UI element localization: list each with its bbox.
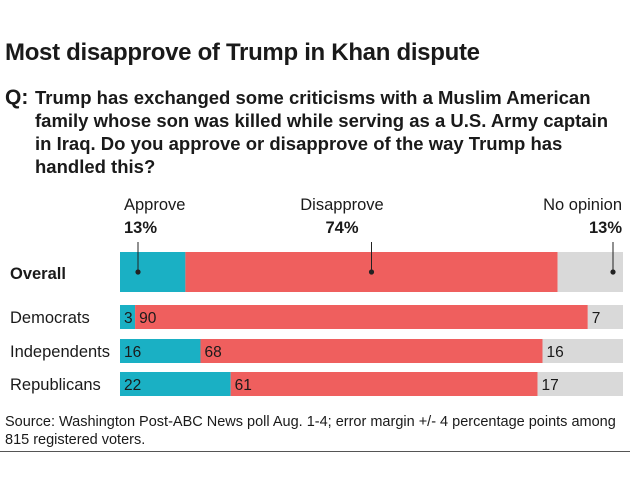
row-label-democrats: Democrats [10,309,90,327]
democrats-bar-disapprove [135,305,588,329]
question-label: Q: [5,86,29,109]
republicans-value-disapprove: 61 [235,377,252,394]
overall-approve-pct: 13% [124,219,158,237]
overall-dot-approve [135,269,141,275]
republicans-bar-disapprove [230,372,538,396]
democrats-bar-approve [120,305,136,329]
overall-dot-disapprove [368,269,375,275]
independents-bar-disapprove [200,339,543,363]
row-label-overall: Overall [10,265,66,283]
row-label-republicans: Republicans [10,376,101,394]
bottom-divider [0,451,630,452]
independents-bar-no-opinion [542,339,623,363]
independents-bar-approve [120,339,201,363]
republicans-value-approve: 22 [124,377,141,394]
independents-value-no-opinion: 16 [547,344,564,361]
legend-no-opinion: No opinion [543,196,622,214]
republicans-bar-approve [120,372,231,396]
overall-disapprove-pct: 74% [325,219,359,237]
democrats-value-no-opinion: 7 [592,310,601,327]
overall-bar-approve [120,252,186,292]
democrats-bar-no-opinion [587,305,623,329]
democrats-value-disapprove: 90 [139,310,157,327]
row-label-independents: Independents [10,343,111,361]
overall-no-opinion-pct: 13% [588,219,622,237]
legend-disapprove: Disapprove [300,196,384,214]
democrats-value-approve: 3 [124,310,133,327]
independents-value-disapprove: 68 [204,344,221,361]
question-text: Trump has exchanged some criticisms with… [35,87,609,177]
source-note: Source: Washington Post-ABC News poll Au… [5,414,616,448]
republicans-bar-no-opinion [537,372,623,396]
overall-dot-no-opinion [610,269,616,275]
independents-value-approve: 16 [124,344,141,361]
republicans-value-no-opinion: 17 [541,377,558,394]
legend-approve: Approve [124,196,186,214]
chart-title: Most disapprove of Trump in Khan dispute [5,39,480,66]
